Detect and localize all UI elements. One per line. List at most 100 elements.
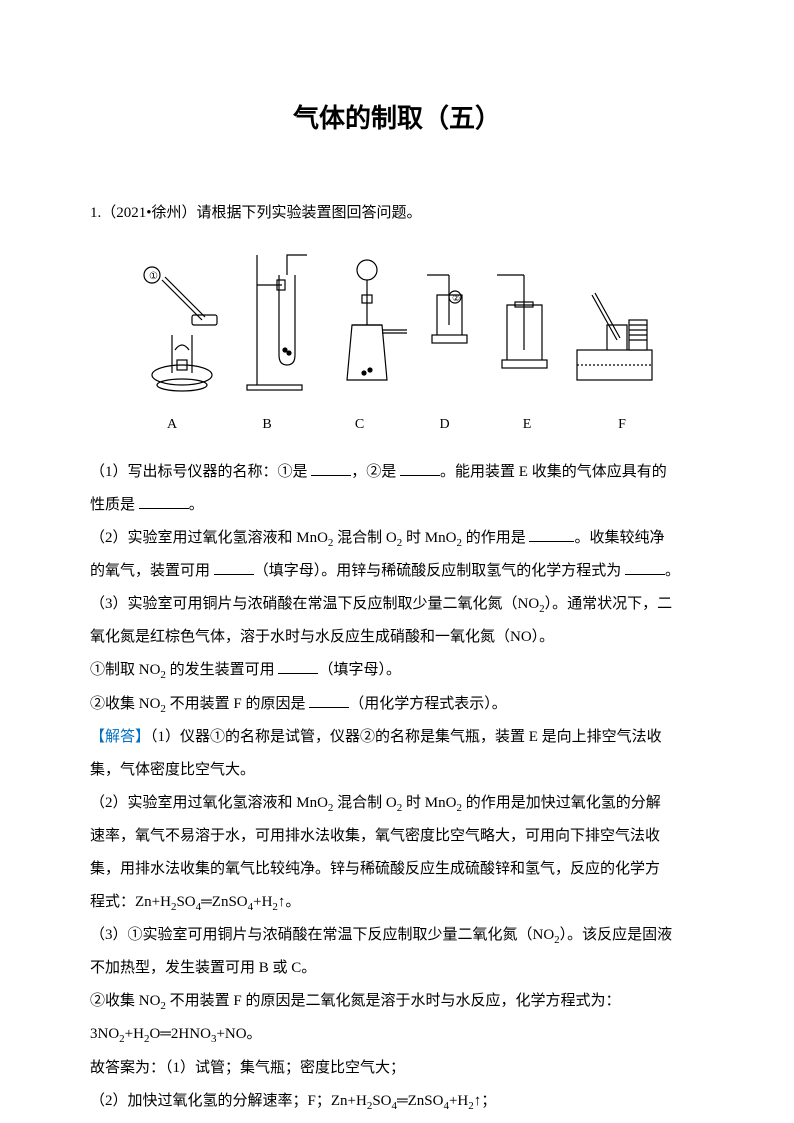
text: 时 MnO — [402, 530, 456, 546]
answer-3-sub2-cont: 3NO2+H2O═2HNO3+NO。 — [90, 1018, 704, 1051]
text: 。能用装置 E 收集的气体应具有的 — [440, 464, 667, 480]
text: 的氧气，装置可用 — [90, 563, 214, 579]
text: SO — [176, 894, 195, 910]
text: 故答案为：（1）试管；集气瓶；密度比空气大； — [90, 1060, 405, 1076]
text: 氧化氮是红棕色气体，溶于水时与水反应生成硝酸和一氧化氮（NO）。 — [90, 629, 554, 645]
text: ═ZnSO — [397, 1093, 443, 1109]
text: 混合制 O — [333, 530, 396, 546]
answer-3-cont: 不加热型，发生装置可用 B 或 C。 — [90, 952, 704, 985]
text: （用化学方程式表示）。 — [349, 696, 507, 712]
blank — [625, 560, 665, 575]
text: 集，气体密度比空气大。 — [90, 762, 255, 778]
blank — [309, 693, 349, 708]
question-number: 1. — [90, 205, 101, 221]
blank — [278, 659, 318, 674]
text: 3NO — [90, 1026, 119, 1042]
text: 不用装置 F 的原因是 — [166, 696, 309, 712]
text: +NO。 — [216, 1026, 261, 1042]
text: （2）实验室用过氧化氢溶液和 MnO — [90, 530, 328, 546]
text: ═ZnSO — [201, 894, 247, 910]
question-2: （2）实验室用过氧化氢溶液和 MnO2 混合制 O2 时 MnO2 的作用是 。… — [90, 522, 704, 555]
text: 不用装置 F 的原因是二氧化氮是溶于水时与水反应，化学方程式为： — [166, 993, 621, 1009]
apparatus-labels: A B C D E F — [127, 410, 667, 441]
question-3-cont: 氧化氮是红棕色气体，溶于水时与水反应生成硝酸和一氧化氮（NO）。 — [90, 621, 704, 654]
text: ）。该反应是固液 — [560, 927, 673, 943]
text: （3）①实验室可用铜片与浓硝酸在常温下反应制取少量二氧化氮（NO — [90, 927, 554, 943]
text: 速率，氧气不易溶于水，可用排水法收集，氧气密度比空气略大，可用向下排空气法收 — [90, 828, 660, 844]
label-b: B — [227, 410, 307, 441]
answer-2-cont2: 集，用排水法收集的氧气比较纯净。锌与稀硫酸反应生成硫酸锌和氢气，反应的化学方 — [90, 853, 704, 886]
blank — [311, 461, 351, 476]
text: 。收集较纯净 — [574, 530, 664, 546]
label-a: A — [127, 410, 217, 441]
text: 的作用是加快过氧化氢的分解 — [462, 795, 661, 811]
answer-label: 【解答】 — [90, 729, 150, 745]
blank — [139, 494, 189, 509]
text: SO — [372, 1093, 391, 1109]
text: （2）实验室用过氧化氢溶液和 MnO — [90, 795, 328, 811]
text: +H — [449, 1093, 468, 1109]
text: ，②是 — [351, 464, 400, 480]
answer-1-cont: 集，气体密度比空气大。 — [90, 754, 704, 787]
answer-3: （3）①实验室可用铜片与浓硝酸在常温下反应制取少量二氧化氮（NO2）。该反应是固… — [90, 919, 704, 952]
label-d: D — [412, 410, 477, 441]
text: （填字母）。 — [318, 662, 401, 678]
label-c: C — [317, 410, 402, 441]
answer-2: （2）实验室用过氧化氢溶液和 MnO2 混合制 O2 时 MnO2 的作用是加快… — [90, 787, 704, 820]
text: +H — [125, 1026, 144, 1042]
label-f: F — [577, 410, 667, 441]
text: （2）加快过氧化氢的分解速率；F；Zn+H — [90, 1093, 367, 1109]
apparatus-b-icon — [247, 255, 307, 390]
document-title: 气体的制取（五） — [90, 90, 704, 147]
text: （填字母）。用锌与稀硫酸反应制取氢气的化学方程式为 — [254, 563, 625, 579]
svg-text:②: ② — [452, 293, 460, 303]
text: 的作用是 — [462, 530, 530, 546]
apparatus-f-icon — [577, 293, 652, 380]
answer-2-cont3: 程式：Zn+H2SO4═ZnSO4+H2↑。 — [90, 886, 704, 919]
text: 集，用排水法收集的氧气比较纯净。锌与稀硫酸反应生成硫酸锌和氢气，反应的化学方 — [90, 861, 660, 877]
label-e: E — [487, 410, 567, 441]
text: （1）写出标号仪器的名称：①是 — [90, 464, 311, 480]
question-1-cont: 性质是 。 — [90, 489, 704, 522]
text: 不加热型，发生装置可用 B 或 C。 — [90, 960, 316, 976]
apparatus-c-icon — [347, 260, 407, 380]
text: ②收集 NO — [90, 696, 160, 712]
text: 的发生装置可用 — [166, 662, 279, 678]
question-3-sub1: ①制取 NO2 的发生装置可用 （填字母）。 — [90, 654, 704, 687]
answer-1: 【解答】（1）仪器①的名称是试管，仪器②的名称是集气瓶，装置 E 是向上排空气法… — [90, 721, 704, 754]
question-source: （2021•徐州） — [101, 205, 196, 221]
text: ↑。 — [278, 894, 301, 910]
blank — [400, 461, 440, 476]
text: 。 — [665, 563, 680, 579]
answer-3-sub2: ②收集 NO2 不用装置 F 的原因是二氧化氮是溶于水时与水反应，化学方程式为： — [90, 985, 704, 1018]
summary-1: 故答案为：（1）试管；集气瓶；密度比空气大； — [90, 1052, 704, 1085]
text: ①制取 NO — [90, 662, 160, 678]
text: （3）实验室可用铜片与浓硝酸在常温下反应制取少量二氧化氮（NO — [90, 596, 539, 612]
question-1: （1）写出标号仪器的名称：①是 ，②是 。能用装置 E 收集的气体应具有的 — [90, 456, 704, 489]
text: 时 MnO — [402, 795, 456, 811]
question-3: （3）实验室可用铜片与浓硝酸在常温下反应制取少量二氧化氮（NO2）。通常状况下，… — [90, 588, 704, 621]
text: （1）仪器①的名称是试管，仪器②的名称是集气瓶，装置 E 是向上排空气法收 — [150, 729, 662, 745]
question-text: 请根据下列实验装置图回答问题。 — [197, 205, 422, 221]
svg-text:①: ① — [149, 271, 158, 282]
question-intro: 1.（2021•徐州）请根据下列实验装置图回答问题。 — [90, 197, 704, 230]
text: ）。通常状况下，二 — [545, 596, 673, 612]
apparatus-d-icon: ② — [427, 275, 467, 343]
question-2-cont: 的氧气，装置可用 （填字母）。用锌与稀硫酸反应制取氢气的化学方程式为 。 — [90, 555, 704, 588]
blank — [214, 560, 254, 575]
question-3-sub2: ②收集 NO2 不用装置 F 的原因是 （用化学方程式表示）。 — [90, 688, 704, 721]
text: O═2HNO — [149, 1026, 210, 1042]
apparatus-diagram: ① — [127, 245, 667, 400]
text: ↑； — [474, 1093, 497, 1109]
answer-2-cont1: 速率，氧气不易溶于水，可用排水法收集，氧气密度比空气略大，可用向下排空气法收 — [90, 820, 704, 853]
apparatus-a-icon: ① — [144, 267, 217, 391]
blank — [529, 527, 574, 542]
text: 性质是 — [90, 497, 139, 513]
text: 程式：Zn+H — [90, 894, 171, 910]
summary-2: （2）加快过氧化氢的分解速率；F；Zn+H2SO4═ZnSO4+H2↑； — [90, 1085, 704, 1118]
apparatus-e-icon — [497, 275, 547, 368]
text: 。 — [189, 497, 204, 513]
text: ②收集 NO — [90, 993, 160, 1009]
text: 混合制 O — [333, 795, 396, 811]
text: +H — [253, 894, 272, 910]
